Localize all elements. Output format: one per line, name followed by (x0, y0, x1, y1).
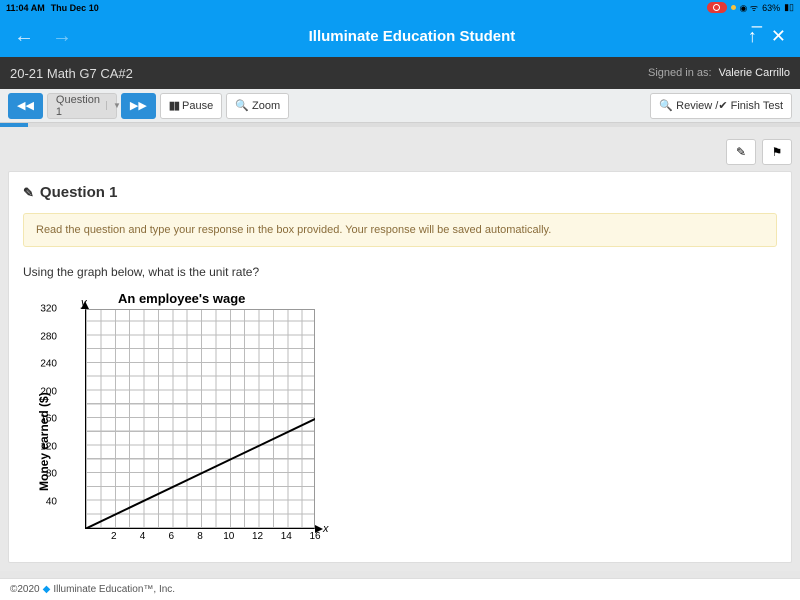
assessment-bar: 20-21 Math G7 CA#2 Signed in as: Valerie… (0, 57, 800, 89)
content-area: ✎ ⚑ ✎ Question 1 Read the question and t… (0, 127, 800, 571)
browser-header: ← → Illuminate Education Student ↑̅ ✕ (0, 15, 800, 57)
review-label: Review / (676, 100, 718, 112)
battery-percent: 63% (762, 3, 780, 13)
plot-area (85, 309, 315, 529)
recording-indicator (707, 2, 727, 13)
wage-chart: An employee's wage Money earned ($) y x … (23, 291, 343, 546)
wifi-icon: ◉ ᯤ (740, 1, 759, 14)
question-heading: ✎ Question 1 (23, 184, 777, 201)
pause-icon: ▮▮ (169, 99, 179, 112)
edit-icon: ✎ (736, 145, 746, 159)
pencil-icon: ✎ (23, 185, 34, 201)
assessment-name: 20-21 Math G7 CA#2 (10, 66, 133, 81)
signed-in-label: Signed in as: (648, 67, 712, 79)
question-selector[interactable]: Question 1 ▼ (47, 93, 117, 119)
back-arrow-icon[interactable]: ← (14, 25, 34, 48)
battery-icon: ▮▯ (784, 2, 794, 13)
pause-label: Pause (182, 100, 213, 112)
finish-label: Finish Test (731, 100, 783, 112)
page-footer: ©2020 ◆ Illuminate Education™, Inc. (0, 578, 800, 600)
signed-in-user: Valerie Carrillo (719, 67, 790, 79)
zoom-button[interactable]: 🔍 Zoom (226, 93, 289, 119)
x-letter: x (323, 523, 329, 535)
question-heading-text: Question 1 (40, 184, 118, 201)
share-icon[interactable]: ↑̅ (748, 26, 757, 47)
chevron-down-icon: ▼ (106, 101, 121, 110)
review-finish-button[interactable]: 🔍 Review / ✔ Finish Test (650, 93, 792, 119)
question-selector-label: Question 1 (56, 94, 100, 118)
search-icon: 🔍 (659, 99, 673, 112)
prev-question-button[interactable]: ◀◀ (8, 93, 43, 119)
next-question-button[interactable]: ▶▶ (121, 93, 156, 119)
flag-button[interactable]: ⚑ (762, 139, 792, 165)
y-axis-arrow (81, 301, 89, 309)
question-prompt: Using the graph below, what is the unit … (23, 265, 777, 279)
copyright: ©2020 (10, 584, 40, 595)
ipad-status-bar: 11:04 AM Thu Dec 10 ◉ ᯤ 63% ▮▯ (0, 0, 800, 15)
close-icon[interactable]: ✕ (771, 26, 786, 47)
chart-title: An employee's wage (118, 291, 245, 306)
edit-button[interactable]: ✎ (726, 139, 756, 165)
instruction-notice: Read the question and type your response… (23, 213, 777, 247)
status-date: Thu Dec 10 (51, 3, 99, 13)
search-icon: 🔍 (235, 99, 249, 112)
status-dot (731, 5, 736, 10)
flag-icon: ⚑ (772, 145, 783, 159)
company-name: Illuminate Education™, Inc. (53, 584, 175, 595)
status-time: 11:04 AM (6, 3, 45, 13)
check-icon: ✔ (718, 99, 727, 112)
pause-button[interactable]: ▮▮ Pause (160, 93, 222, 119)
question-toolbar: ◀◀ Question 1 ▼ ▶▶ ▮▮ Pause 🔍 Zoom 🔍 Rev… (0, 89, 800, 123)
page-title: Illuminate Education Student (90, 28, 734, 45)
forward-arrow-icon[interactable]: → (52, 25, 72, 48)
logo-icon: ◆ (43, 584, 51, 595)
zoom-label: Zoom (252, 100, 280, 112)
question-panel: ✎ Question 1 Read the question and type … (8, 171, 792, 563)
